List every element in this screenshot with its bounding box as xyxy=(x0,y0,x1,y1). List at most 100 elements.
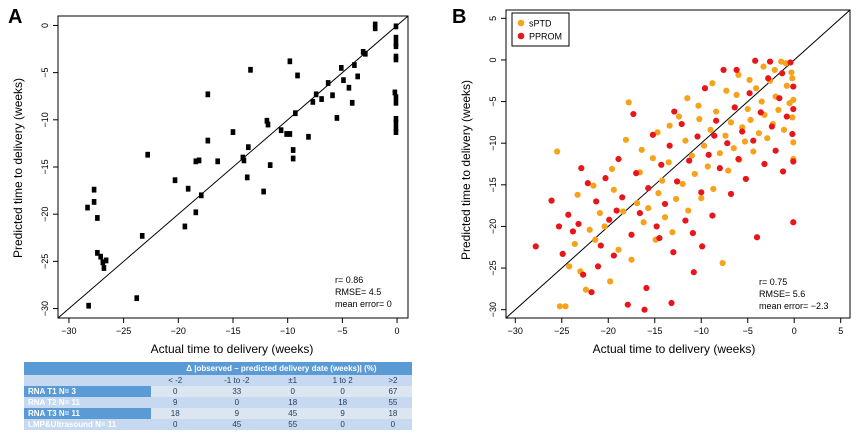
sptd-point xyxy=(554,148,561,155)
pprom-point xyxy=(686,157,693,164)
data-point xyxy=(346,84,352,91)
pprom-point xyxy=(699,243,706,250)
column-header: 1 to 2 xyxy=(311,375,374,386)
sptd-point xyxy=(716,150,723,157)
chart-b-xtick-label: 5 xyxy=(838,326,843,336)
table-cell: 45 xyxy=(273,408,312,419)
data-point xyxy=(372,25,378,32)
legend-sptd-swatch xyxy=(517,19,525,27)
pprom-point xyxy=(752,57,759,64)
chart-b-xtick-label: −15 xyxy=(647,326,662,336)
pprom-point xyxy=(661,200,669,208)
chart-a-xtick-label: 0 xyxy=(395,326,400,336)
data-point xyxy=(91,186,97,193)
chart-a: −30 −25 −20 −15 −10 −5 0 −30 −25 −20 −15 −10 −5 0 Act… xyxy=(11,15,409,356)
table-corner-sub xyxy=(24,375,151,386)
chart-a-xtick-label: −30 xyxy=(61,326,76,336)
pprom-point xyxy=(630,110,637,118)
data-point xyxy=(313,91,319,98)
pprom-point xyxy=(624,301,631,308)
chart-a-identity-line xyxy=(57,15,409,319)
chart-a-ytick-label: −20 xyxy=(40,207,50,222)
data-point xyxy=(205,91,211,98)
pprom-point xyxy=(578,165,585,172)
sptd-point xyxy=(700,142,708,149)
chart-b-annot-r: r= 0.75 xyxy=(759,277,787,287)
pprom-point xyxy=(633,170,640,177)
data-point xyxy=(264,117,270,124)
table-row: RNA T3 N= 11 18 9 45 9 18 xyxy=(24,408,412,419)
data-point xyxy=(319,96,324,102)
sptd-point xyxy=(638,146,645,153)
pprom-point xyxy=(670,249,677,256)
pprom-point xyxy=(668,299,675,307)
sptd-point xyxy=(633,200,641,207)
pprom-point xyxy=(548,197,555,204)
sptd-point xyxy=(649,155,656,162)
data-point xyxy=(278,127,284,134)
sptd-point xyxy=(574,191,581,198)
sptd-point xyxy=(725,167,732,174)
sptd-point xyxy=(764,135,771,142)
data-point xyxy=(193,209,199,216)
pprom-point xyxy=(569,228,577,235)
sptd-point xyxy=(654,129,661,136)
data-point xyxy=(352,62,357,68)
chart-a-xlabel: Actual time to delivery (weeks) xyxy=(151,342,314,356)
sptd-point xyxy=(778,58,785,65)
pprom-point xyxy=(779,70,786,77)
chart-b: −30 −25 −20 −15 −10 −5 0 5 −30 −25 −20 −15 −10 −5 0 5 s… xyxy=(459,9,851,356)
column-header: >2 xyxy=(373,375,412,386)
pprom-point xyxy=(790,105,797,113)
table-cell: 45 xyxy=(199,419,274,430)
chart-a-xtick-label: −5 xyxy=(337,326,347,336)
panel-a-letter: A xyxy=(8,6,23,28)
chart-a-xtick-label: −10 xyxy=(280,326,295,336)
sptd-point xyxy=(666,122,673,129)
sptd-point xyxy=(645,205,652,212)
pprom-point xyxy=(787,59,794,66)
pprom-point xyxy=(565,211,572,218)
sptd-point xyxy=(640,219,647,226)
data-point xyxy=(196,157,202,164)
sptd-point xyxy=(704,163,711,170)
table-cell: 67 xyxy=(373,386,412,397)
chart-b-identity-line xyxy=(505,9,851,319)
sptd-point xyxy=(556,303,564,310)
sptd-point xyxy=(673,195,680,203)
sptd-point xyxy=(709,80,716,87)
data-point xyxy=(363,50,368,57)
data-point xyxy=(284,131,289,137)
sptd-point xyxy=(733,91,740,99)
data-point xyxy=(290,147,296,153)
pprom-point xyxy=(742,175,749,183)
sptd-point xyxy=(688,152,696,159)
data-point xyxy=(393,125,399,132)
chart-b-xtick-label: −20 xyxy=(601,326,616,336)
pprom-point xyxy=(711,132,718,139)
sptd-point xyxy=(780,126,788,133)
data-point xyxy=(310,98,316,105)
pprom-point xyxy=(739,128,746,135)
chart-b-ytick-label: −30 xyxy=(488,302,498,317)
sptd-point xyxy=(698,195,705,202)
sptd-point xyxy=(610,186,617,193)
pprom-point xyxy=(593,198,600,205)
data-point xyxy=(95,249,100,256)
pprom-point xyxy=(619,194,626,201)
chart-a-plot-area: −30 −25 −20 −15 −10 −5 0 −30 −25 −20 −15 −10 −5 0 xyxy=(40,15,409,336)
data-point xyxy=(393,129,399,135)
pprom-point xyxy=(750,137,757,144)
data-point xyxy=(372,21,378,28)
legend-pprom-swatch xyxy=(517,32,525,40)
table-cell: 18 xyxy=(150,408,200,419)
pprom-point xyxy=(757,109,764,116)
pprom-point xyxy=(735,155,742,163)
table-cell: 18 xyxy=(273,397,312,408)
sptd-point xyxy=(735,71,742,79)
column-header: < -2 xyxy=(150,375,200,386)
chart-a-ylabel: Predicted time to delivery (weeks) xyxy=(11,78,25,258)
chart-a-annot-mean-error: mean error= 0 xyxy=(335,299,392,309)
table-cell: 9 xyxy=(150,397,200,408)
pprom-point xyxy=(559,250,566,258)
